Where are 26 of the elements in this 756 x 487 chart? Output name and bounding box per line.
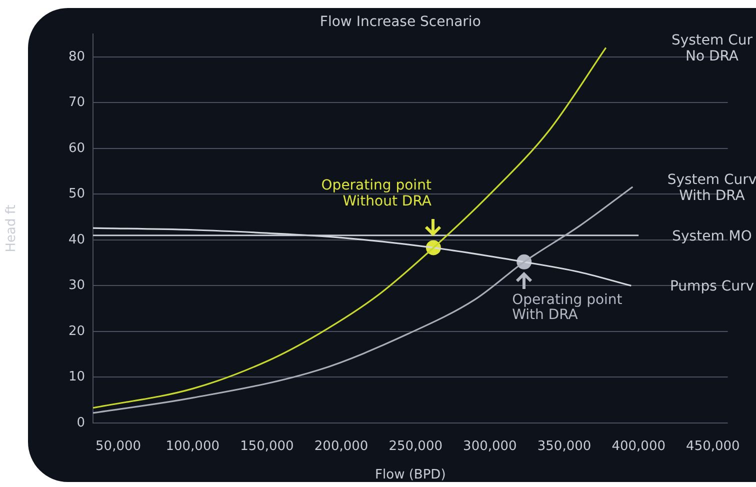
text: System Curv With DRA bbox=[667, 172, 756, 204]
annotation: Operating point With DRA bbox=[512, 292, 623, 323]
x-tick-label: 450,000 bbox=[686, 439, 740, 454]
x-axis-title: Flow (BPD) bbox=[375, 468, 446, 483]
x-tick-label: 200,000 bbox=[314, 439, 368, 454]
y-tick-label: 0 bbox=[76, 415, 85, 430]
x-tick-label: 150,000 bbox=[240, 439, 294, 454]
x-tick-label: 100,000 bbox=[166, 439, 220, 454]
y-tick-label: 20 bbox=[68, 324, 85, 339]
text: Pumps Curv bbox=[670, 278, 754, 295]
chart-title: Flow Increase Scenario bbox=[320, 14, 481, 30]
x-tick-label: 400,000 bbox=[612, 439, 666, 454]
text: System Cur No DRA bbox=[671, 32, 753, 65]
y-tick-label: 30 bbox=[68, 278, 85, 294]
y-tick-label: 60 bbox=[68, 140, 85, 156]
x-tick-label: 350,000 bbox=[537, 439, 592, 454]
y-tick-label: 40 bbox=[68, 232, 85, 248]
annotation: Operating point Without DRA bbox=[321, 178, 432, 210]
y-tick-label: 70 bbox=[68, 95, 85, 110]
text: System MO bbox=[672, 228, 752, 244]
y-tick-label: 80 bbox=[68, 49, 85, 64]
x-tick-label: 50,000 bbox=[96, 439, 142, 454]
y-tick-label: 10 bbox=[68, 370, 85, 385]
x-tick-label: 250,000 bbox=[388, 439, 442, 454]
y-tick-label: 50 bbox=[68, 186, 85, 202]
x-tick-label: 300,000 bbox=[463, 439, 517, 454]
